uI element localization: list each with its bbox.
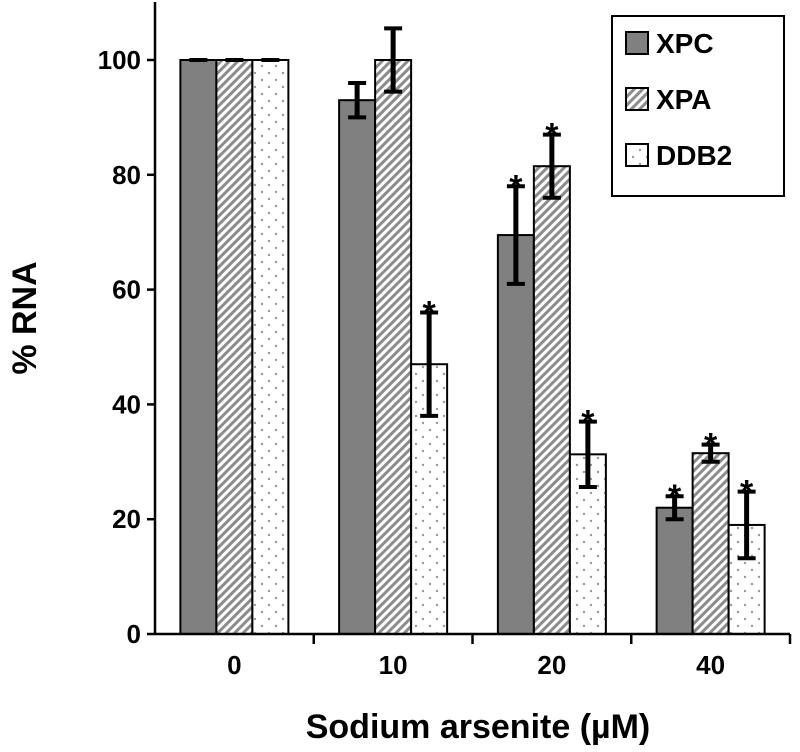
bar-xpc-20	[496, 234, 535, 635]
legend-swatch-xpc	[625, 31, 649, 55]
x-tick-label-10: 10	[379, 650, 408, 680]
y-tick-label-40: 40	[112, 389, 141, 419]
y-tick-label-100: 100	[98, 45, 141, 75]
y-tick-label-0: 0	[127, 619, 141, 649]
x-ticks: 0 10 20 40	[227, 634, 792, 680]
bar-xpc-40	[655, 506, 694, 635]
significance-star-ddb2-20: *	[581, 404, 595, 442]
legend-label-ddb2: DDB2	[656, 140, 732, 171]
y-axis-title: % RNA	[6, 261, 44, 374]
y-tick-label-80: 80	[112, 160, 141, 190]
significance-star-xpc-40: *	[668, 478, 682, 516]
y-tick-label-60: 60	[112, 275, 141, 305]
significance-markers-layer: * * * * * * *	[423, 117, 755, 517]
y-tick-label-20: 20	[112, 504, 141, 534]
legend-label-xpa: XPA	[656, 84, 712, 115]
x-tick-label-20: 20	[537, 650, 566, 680]
legend: XPC XPA DDB2	[611, 15, 785, 197]
legend-swatch-ddb2	[625, 143, 649, 167]
x-axis-title: Sodium arsenite (µM)	[306, 708, 651, 746]
bar-xpa-10	[374, 59, 413, 635]
bar-xpa-0	[215, 59, 254, 635]
bar-xpa-20	[532, 165, 571, 635]
significance-star-ddb2-10: *	[423, 295, 437, 333]
y-ticks: 0 20 40 60 80 100	[98, 45, 155, 649]
x-tick-label-40: 40	[696, 650, 725, 680]
bar-xpa-40	[691, 452, 730, 635]
significance-star-xpa-40: *	[704, 427, 718, 465]
x-tick-label-0: 0	[227, 650, 241, 680]
significance-star-xpc-20: *	[509, 168, 523, 206]
bar-xpc-0	[179, 59, 218, 635]
legend-swatch-xpa	[625, 87, 649, 111]
bar-xpc-10	[338, 99, 377, 636]
bar-ddb2-0	[251, 59, 290, 635]
significance-star-ddb2-40: *	[740, 474, 754, 512]
legend-label-xpc: XPC	[656, 28, 714, 59]
significance-star-xpa-20: *	[545, 117, 559, 155]
error-bars-layer	[189, 26, 756, 561]
